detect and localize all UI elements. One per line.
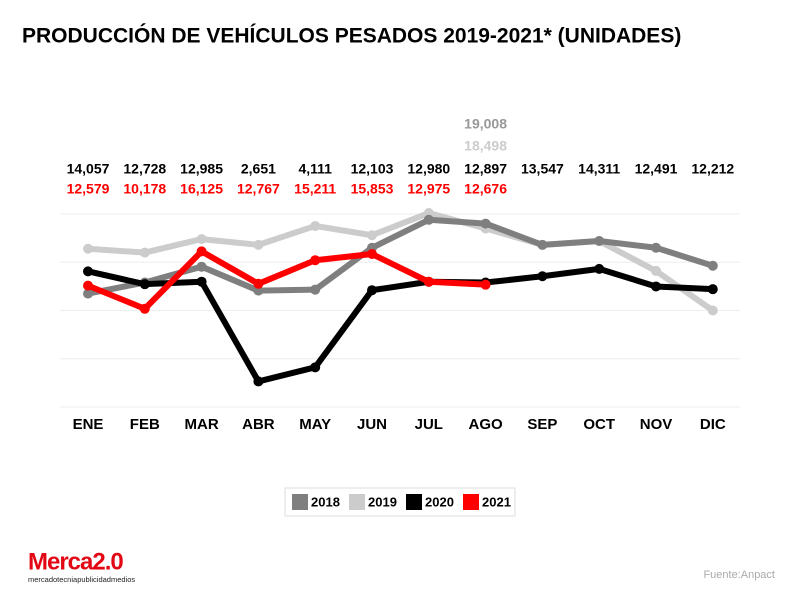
source: Fuente:Anpact	[703, 569, 775, 581]
series-line	[87, 265, 713, 385]
point	[83, 266, 93, 277]
value-label: 14,311	[578, 161, 620, 177]
value-label: 12,579	[67, 181, 110, 197]
legend-label: 2021	[482, 494, 511, 509]
series-line	[87, 216, 714, 297]
point	[310, 220, 321, 231]
value-label: 12,985	[180, 161, 223, 177]
point	[139, 247, 150, 258]
value-label: 10,178	[123, 181, 166, 197]
value-label: 15,211	[294, 181, 336, 197]
legend-box	[284, 487, 516, 517]
logo: Merca2.0	[28, 548, 123, 575]
x-tick-label: FEB	[130, 416, 160, 433]
legend-label: 2020	[425, 494, 454, 509]
point	[423, 276, 434, 287]
value-label: 2,651	[241, 161, 276, 177]
series-line	[86, 248, 486, 312]
series-line	[87, 210, 715, 313]
chart-title: PRODUCCIÓN DE VEHÍCULOS PESADOS 2019-202…	[22, 24, 681, 48]
legend-swatch	[349, 494, 365, 510]
point	[83, 288, 93, 299]
value-label: 4,111	[298, 161, 332, 177]
value-label: 12,897	[464, 161, 507, 177]
point	[537, 239, 548, 250]
x-tick-label: ENE	[73, 416, 104, 433]
point	[651, 281, 661, 292]
point	[423, 214, 434, 225]
point	[707, 305, 718, 316]
value-label: 14,057	[67, 161, 110, 177]
legend-label: 2018	[311, 494, 340, 509]
point	[480, 218, 491, 229]
point	[707, 284, 718, 295]
point	[196, 261, 207, 272]
point	[707, 260, 718, 271]
x-tick-label: ABR	[242, 416, 275, 433]
value-label: 12,676	[464, 181, 507, 197]
point	[253, 239, 264, 250]
point	[253, 376, 264, 387]
value-label: 19,008	[464, 116, 507, 132]
point	[310, 362, 321, 373]
point	[537, 271, 548, 282]
x-tick-label: OCT	[583, 416, 615, 433]
x-tick-label: MAY	[299, 416, 331, 433]
legend-swatch	[292, 494, 308, 510]
value-label: 12,212	[691, 161, 734, 177]
legend-swatch	[463, 494, 479, 510]
value-label: 13,547	[521, 161, 564, 177]
x-tick-label: AGO	[469, 416, 504, 433]
point	[367, 249, 377, 260]
point	[651, 242, 661, 253]
point	[367, 230, 377, 241]
point	[83, 280, 93, 291]
point	[310, 284, 321, 295]
value-label: 16,125	[180, 181, 223, 197]
point	[480, 279, 491, 290]
point	[651, 265, 661, 276]
value-label: 12,767	[237, 181, 280, 197]
x-tick-label: DIC	[700, 416, 726, 433]
point	[196, 276, 207, 287]
point	[196, 234, 207, 245]
value-label: 12,975	[407, 181, 450, 197]
point	[310, 255, 321, 266]
point	[196, 246, 207, 257]
point	[253, 278, 264, 289]
value-label: 12,980	[407, 161, 450, 177]
point	[594, 236, 605, 247]
x-tick-label: JUN	[357, 416, 387, 433]
legend-label: 2019	[368, 494, 397, 509]
point	[83, 243, 93, 254]
value-label: 12,491	[635, 161, 678, 177]
x-tick-label: NOV	[640, 416, 673, 433]
legend-swatch	[406, 494, 422, 510]
point	[139, 303, 150, 314]
value-label: 18,498	[464, 138, 507, 154]
x-tick-label: SEP	[527, 416, 557, 433]
value-label: 15,853	[351, 181, 394, 197]
x-tick-label: MAR	[185, 416, 219, 433]
point	[594, 263, 605, 274]
point	[139, 279, 150, 290]
value-label: 12,728	[123, 161, 166, 177]
point	[367, 285, 377, 296]
x-tick-label: JUL	[415, 416, 443, 433]
value-label: 12,103	[351, 161, 394, 177]
logo-tagline: mercadotecniapublicidadmedios	[28, 575, 135, 584]
